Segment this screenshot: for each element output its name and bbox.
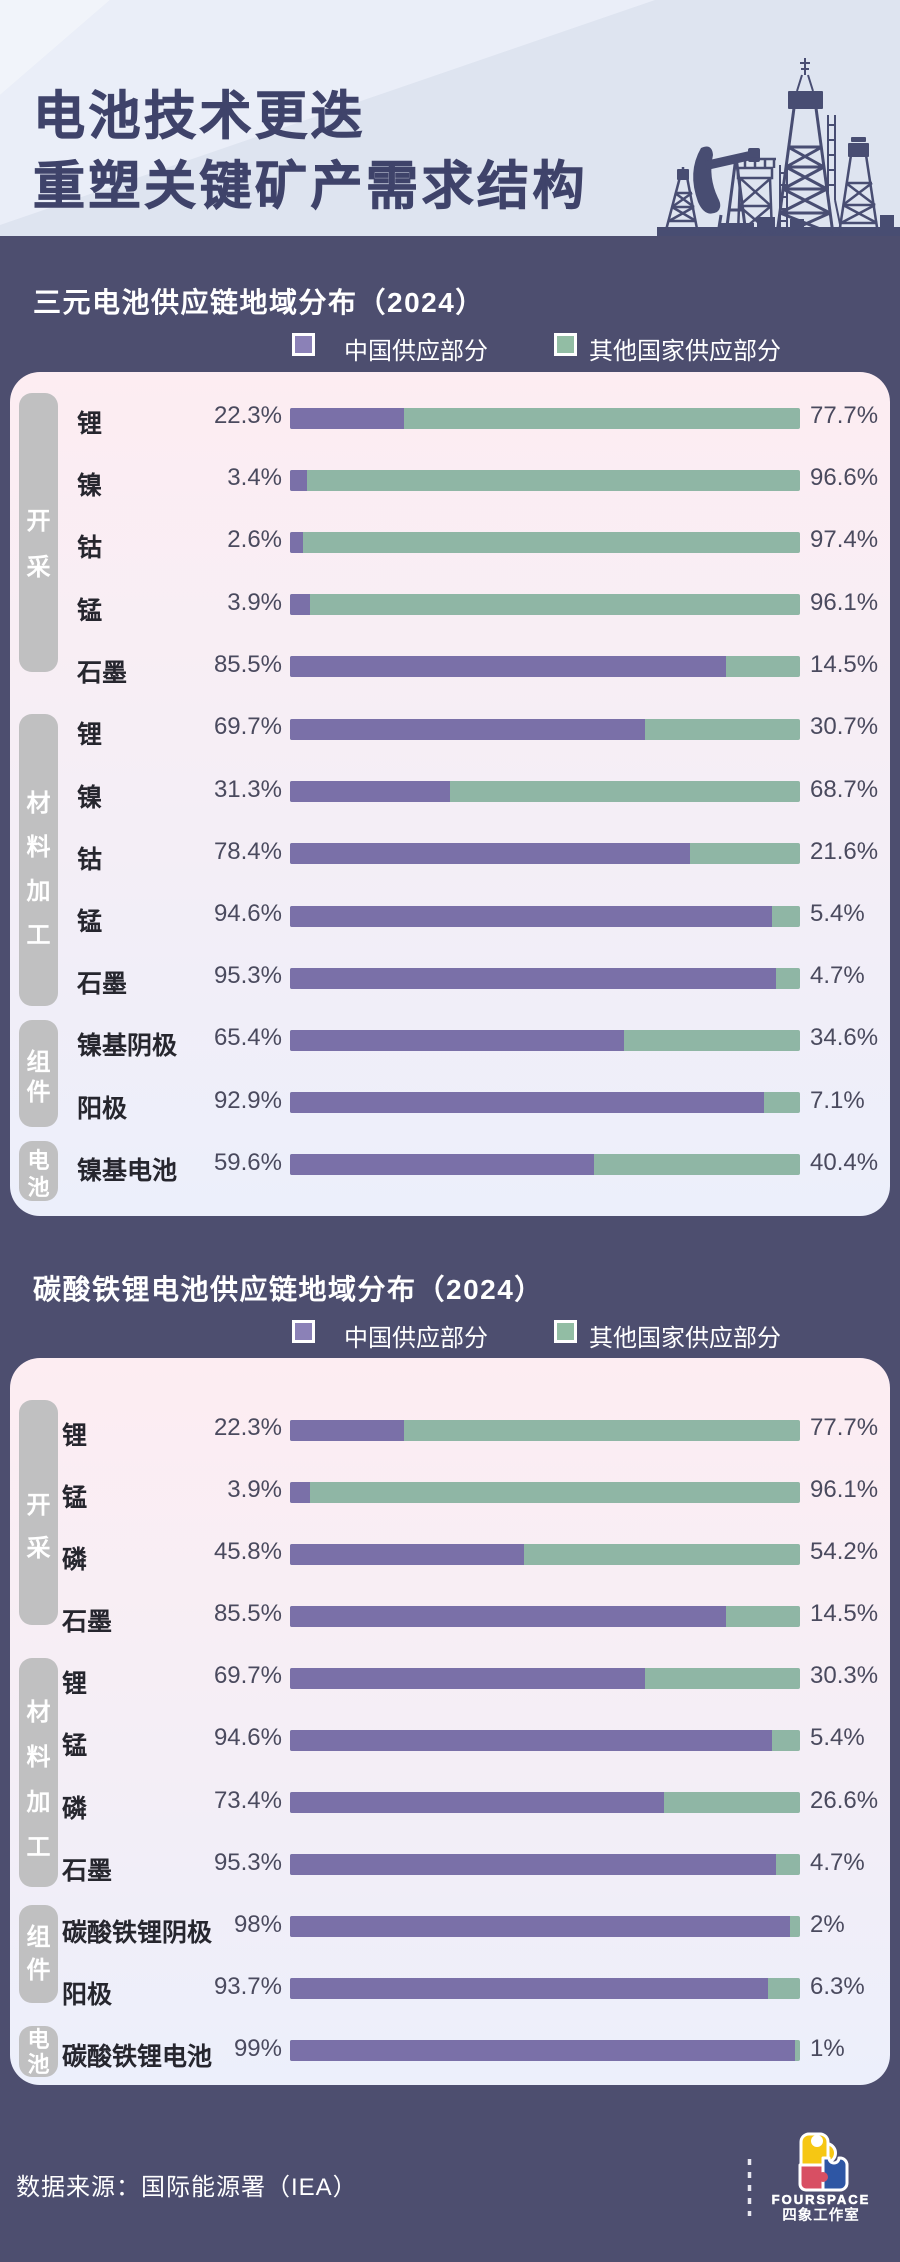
svg-text:FOURSPACE: FOURSPACE bbox=[772, 2192, 871, 2207]
svg-text:四象工作室: 四象工作室 bbox=[782, 2206, 860, 2224]
